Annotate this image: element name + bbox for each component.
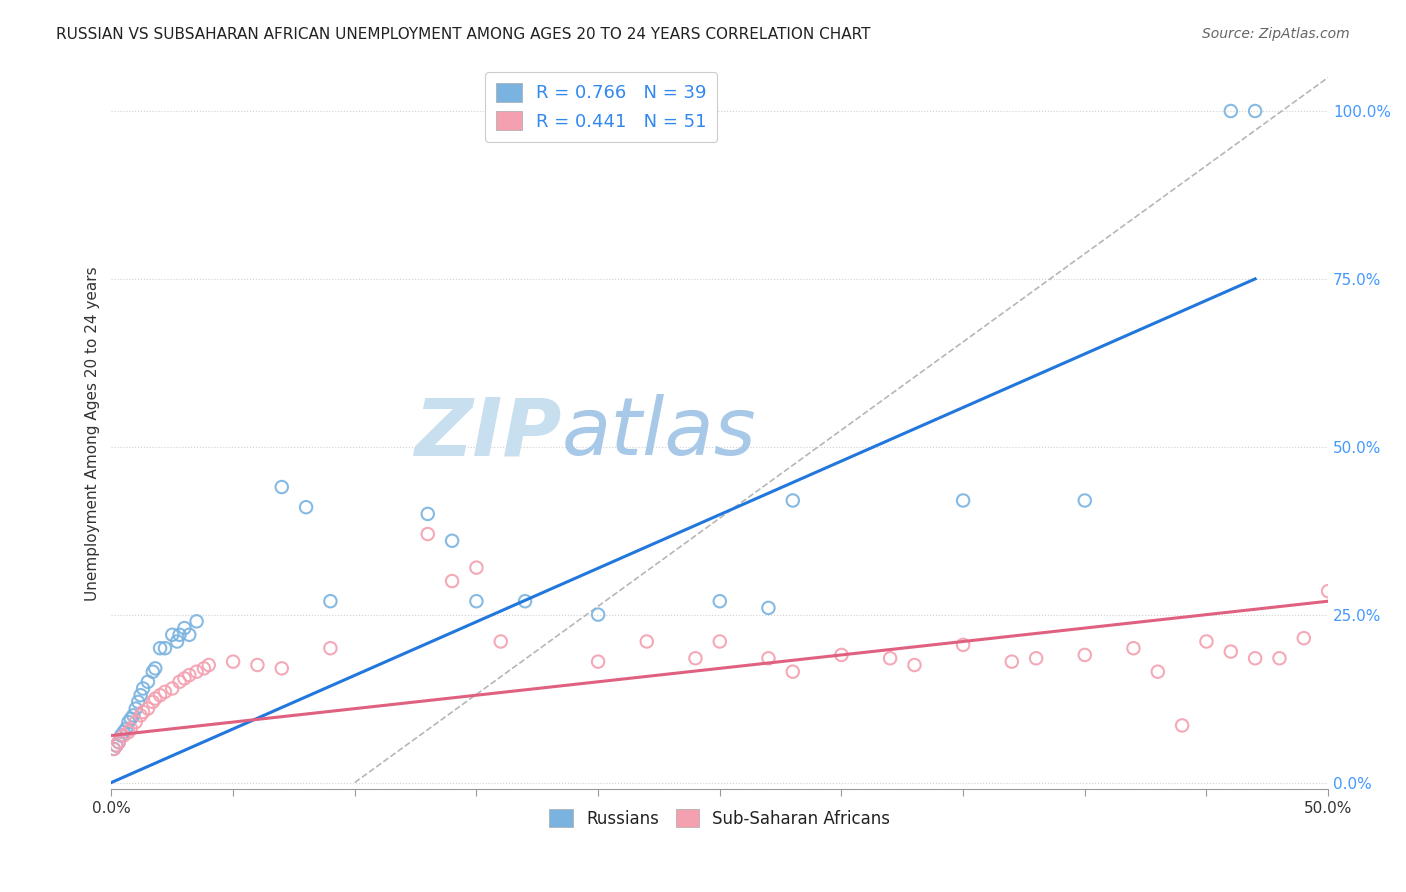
Point	[879, 651, 901, 665]
Point	[105, 739, 128, 753]
Point	[1001, 655, 1024, 669]
Point	[127, 695, 149, 709]
Point	[416, 527, 439, 541]
Point	[1219, 103, 1241, 118]
Point	[117, 714, 139, 729]
Point	[149, 688, 172, 702]
Text: RUSSIAN VS SUBSAHARAN AFRICAN UNEMPLOYMENT AMONG AGES 20 TO 24 YEARS CORRELATION: RUSSIAN VS SUBSAHARAN AFRICAN UNEMPLOYME…	[56, 27, 870, 42]
Point	[1317, 584, 1340, 599]
Point	[169, 628, 191, 642]
Point	[489, 634, 512, 648]
Point	[129, 708, 152, 723]
Point	[636, 634, 658, 648]
Point	[125, 701, 148, 715]
Point	[1074, 493, 1097, 508]
Point	[117, 725, 139, 739]
Point	[270, 661, 292, 675]
Point	[105, 739, 128, 753]
Point	[1268, 651, 1291, 665]
Point	[110, 729, 132, 743]
Text: ZIP: ZIP	[415, 394, 561, 473]
Point	[143, 661, 166, 675]
Point	[416, 507, 439, 521]
Point	[319, 641, 342, 656]
Point	[709, 594, 731, 608]
Point	[193, 661, 215, 675]
Point	[782, 493, 804, 508]
Point	[173, 621, 195, 635]
Point	[107, 735, 129, 749]
Point	[153, 641, 176, 656]
Point	[173, 672, 195, 686]
Point	[125, 714, 148, 729]
Point	[153, 685, 176, 699]
Point	[1244, 651, 1267, 665]
Point	[132, 705, 155, 719]
Point	[441, 574, 464, 588]
Point	[709, 634, 731, 648]
Point	[903, 658, 925, 673]
Point	[1292, 631, 1315, 645]
Point	[103, 742, 125, 756]
Point	[143, 691, 166, 706]
Point	[162, 628, 184, 642]
Point	[136, 701, 159, 715]
Point	[246, 658, 269, 673]
Point	[685, 651, 707, 665]
Point	[513, 594, 536, 608]
Point	[197, 658, 219, 673]
Point	[107, 735, 129, 749]
Text: atlas: atlas	[561, 394, 756, 473]
Point	[1244, 103, 1267, 118]
Point	[115, 722, 138, 736]
Point	[758, 601, 780, 615]
Point	[129, 688, 152, 702]
Point	[112, 729, 135, 743]
Point	[186, 665, 208, 679]
Point	[166, 634, 188, 648]
Point	[952, 493, 974, 508]
Point	[1074, 648, 1097, 662]
Point	[179, 628, 201, 642]
Point	[586, 655, 609, 669]
Point	[136, 674, 159, 689]
Point	[1219, 644, 1241, 658]
Point	[270, 480, 292, 494]
Point	[830, 648, 852, 662]
Point	[186, 615, 208, 629]
Point	[1171, 718, 1194, 732]
Point	[782, 665, 804, 679]
Point	[465, 594, 488, 608]
Point	[142, 695, 165, 709]
Point	[142, 665, 165, 679]
Point	[149, 641, 172, 656]
Point	[103, 742, 125, 756]
Point	[1146, 665, 1168, 679]
Point	[586, 607, 609, 622]
Point	[319, 594, 342, 608]
Point	[1122, 641, 1144, 656]
Point	[952, 638, 974, 652]
Point	[162, 681, 184, 696]
Point	[758, 651, 780, 665]
Point	[132, 681, 155, 696]
Point	[465, 560, 488, 574]
Point	[122, 708, 145, 723]
Point	[222, 655, 245, 669]
Point	[295, 500, 318, 515]
Point	[441, 533, 464, 548]
Point	[169, 674, 191, 689]
Point	[179, 668, 201, 682]
Point	[1195, 634, 1218, 648]
Point	[112, 725, 135, 739]
Text: Source: ZipAtlas.com: Source: ZipAtlas.com	[1202, 27, 1350, 41]
Legend: Russians, Sub-Saharan Africans: Russians, Sub-Saharan Africans	[543, 803, 897, 834]
Point	[1025, 651, 1047, 665]
Y-axis label: Unemployment Among Ages 20 to 24 years: Unemployment Among Ages 20 to 24 years	[86, 266, 100, 600]
Point	[120, 712, 142, 726]
Point	[120, 722, 142, 736]
